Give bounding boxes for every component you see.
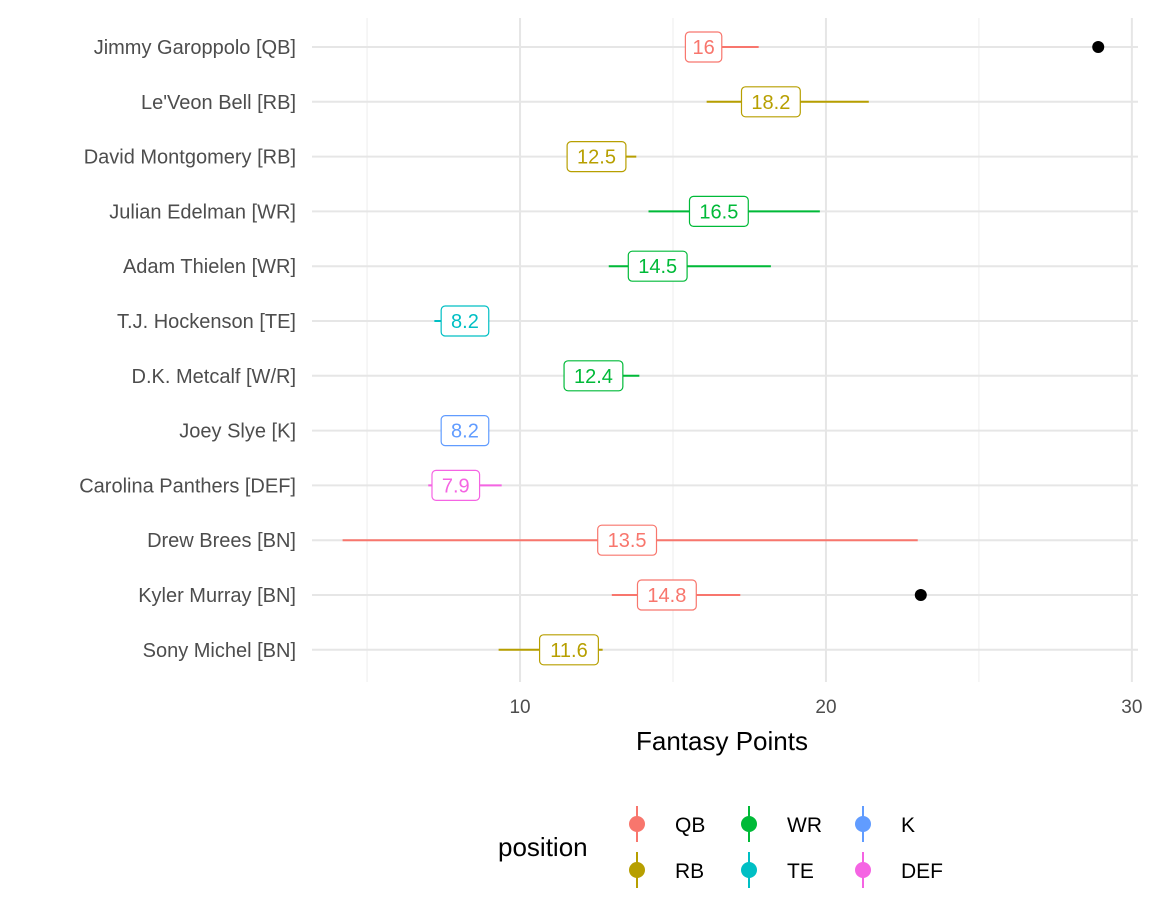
projection-label-box — [688, 195, 749, 227]
projection-label: 11.6 — [550, 640, 587, 662]
x-tick-label: 20 — [815, 697, 836, 718]
y-tick-label: Carolina Panthers [DEF] — [79, 475, 296, 497]
legend-label: WR — [787, 814, 822, 837]
projection-label-box — [538, 634, 599, 666]
x-axis-title: Fantasy Points — [636, 726, 808, 756]
legend-key-dot — [741, 862, 757, 878]
y-tick-label: Adam Thielen [WR] — [123, 256, 296, 278]
legend-label: RB — [675, 860, 704, 883]
projection-label: 13.5 — [608, 530, 647, 552]
legend-key-dot — [855, 816, 871, 832]
legend-label: QB — [675, 814, 705, 837]
actual-points-dot — [1092, 41, 1105, 53]
projection-label: 14.5 — [638, 256, 677, 278]
projection-label: 8.2 — [451, 311, 479, 333]
projection-label: 8.2 — [451, 421, 479, 443]
y-axis-labels: Jimmy Garoppolo [QB] Le'Veon Bell [RB] Dav… — [79, 37, 296, 662]
y-tick-label: Sony Michel [BN] — [143, 640, 296, 662]
projection-label-box — [684, 31, 723, 63]
projection-label-box — [627, 250, 688, 282]
x-tick-label: 10 — [509, 697, 530, 718]
legend-key-dot — [741, 816, 757, 832]
legend-key-dot — [629, 816, 645, 832]
projection-label-box — [440, 305, 490, 337]
legend-title: position — [498, 832, 588, 862]
legend: position QB WR K RB TE DEF — [498, 806, 943, 888]
legend-label: K — [901, 814, 915, 837]
projection-label-box — [563, 360, 624, 392]
projection-label-box — [636, 579, 697, 611]
projection-label-box — [431, 469, 481, 501]
legend-key-dot — [629, 862, 645, 878]
y-tick-label: Le'Veon Bell [RB] — [141, 92, 296, 114]
ranges: 16 18.2 12.5 16.5 14.5 8.2 12.4 8.2 7.9 13.5 14.8 1… — [342, 31, 1105, 666]
y-tick-label: Kyler Murray [BN] — [138, 585, 296, 607]
projection-label: 16.5 — [699, 201, 738, 223]
legend-key-dot — [855, 862, 871, 878]
y-tick-label: D.K. Metcalf [W/R] — [132, 366, 296, 388]
projection-label: 7.9 — [442, 475, 470, 497]
legend-label: TE — [787, 860, 814, 883]
x-tick-label: 30 — [1121, 697, 1142, 718]
projection-label: 14.8 — [647, 585, 686, 607]
projection-label: 12.4 — [574, 366, 613, 388]
y-tick-label: Julian Edelman [WR] — [109, 201, 296, 223]
y-tick-label: T.J. Hockenson [TE] — [117, 311, 296, 333]
y-tick-label: Drew Brees [BN] — [147, 530, 296, 552]
grid — [312, 18, 1138, 682]
legend-label: DEF — [901, 860, 943, 883]
projection-label-box — [597, 524, 658, 556]
projection-label-box — [440, 415, 490, 447]
y-tick-label: Jimmy Garoppolo [QB] — [94, 37, 296, 59]
x-axis-ticks: 10 20 30 — [509, 697, 1142, 718]
projection-label: 12.5 — [577, 147, 616, 169]
projection-label: 16 — [692, 37, 714, 59]
projection-label: 18.2 — [751, 92, 790, 114]
actual-points-dot — [914, 589, 927, 601]
y-tick-label: Joey Slye [K] — [179, 421, 296, 443]
projection-label-box — [566, 141, 627, 173]
y-tick-label: David Montgomery [RB] — [84, 147, 296, 169]
projection-label-box — [740, 86, 801, 118]
